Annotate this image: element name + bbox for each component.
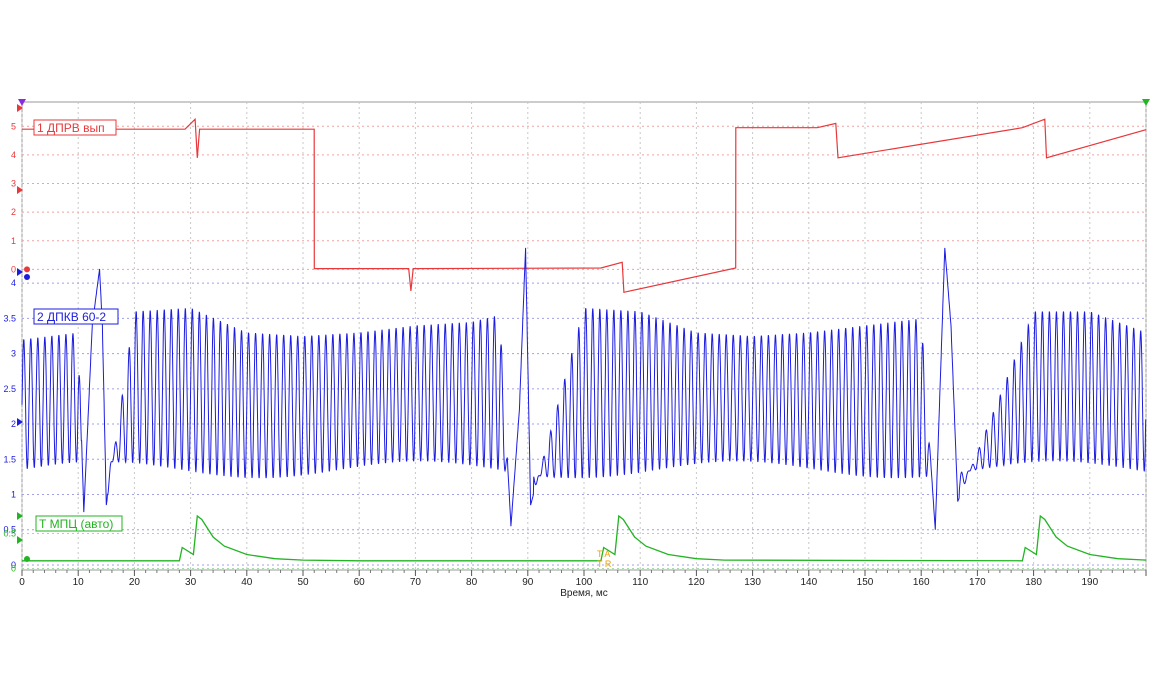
channel-1-mid-marker[interactable] xyxy=(17,186,23,194)
channel-2-top-marker[interactable] xyxy=(17,268,23,276)
y-tick-label: 2 xyxy=(11,207,16,217)
y-tick-label: 0 xyxy=(11,264,16,274)
y-tick-label: 5 xyxy=(11,121,16,131)
y-tick-label: 2.5 xyxy=(3,384,16,394)
x-axis-label: Время, мс xyxy=(560,588,608,599)
channel-2-zero-marker[interactable] xyxy=(24,274,30,280)
x-tick-labels: 0 10 20 30 40 50 60 70 80 90 100 110 120 130 140 150 160… xyxy=(19,577,1098,588)
x-tick-label: 20 xyxy=(129,577,141,588)
channel-3-top-marker[interactable] xyxy=(17,512,23,520)
x-tick-label: 50 xyxy=(297,577,309,588)
x-tick-label: 170 xyxy=(969,577,986,588)
channel-2-label[interactable]: 2 ДПКВ 60-2 xyxy=(33,308,119,325)
y-tick-label: 0.5 xyxy=(3,525,16,535)
x-tick-label: 90 xyxy=(522,577,534,588)
channel-1-label-text: 1 ДПРВ вып xyxy=(37,121,105,135)
channel-3-mid-marker[interactable] xyxy=(17,536,23,544)
x-tick-label: 140 xyxy=(800,577,817,588)
channel-2-mid-marker[interactable] xyxy=(17,418,23,426)
y-tick-label: 2 xyxy=(11,419,16,429)
y-tick-label: 1.5 xyxy=(3,454,16,464)
vertical-grid xyxy=(21,102,1147,576)
x-tick-label: 150 xyxy=(857,577,874,588)
x-tick-label: 10 xyxy=(73,577,85,588)
y-tick-label: 4 xyxy=(11,150,16,160)
x-tick-label: 70 xyxy=(410,577,422,588)
x-tick-label: 160 xyxy=(913,577,930,588)
channel-3-label[interactable]: Т МПЦ (авто) xyxy=(35,515,123,532)
y-tick-label: 0 xyxy=(11,560,16,570)
right-marker[interactable] xyxy=(1142,99,1150,106)
y-tick-label: 3.5 xyxy=(3,313,16,323)
y-tick-labels: 0 1 2 3 4 5 0 0.5 1 1.5 2 2.5 3 3.5 4 0 0.5 xyxy=(3,121,16,573)
x-tick-label: 110 xyxy=(632,577,648,588)
y-tick-label: 1 xyxy=(11,490,16,500)
channel-3-zero-marker[interactable] xyxy=(24,556,30,562)
x-tick-label: 130 xyxy=(744,577,761,588)
channel-markers[interactable] xyxy=(17,99,1150,562)
x-tick-label: 60 xyxy=(354,577,366,588)
traces xyxy=(21,117,1147,562)
x-tick-label: 180 xyxy=(1025,577,1042,588)
series-1-trace xyxy=(22,117,1147,294)
channel-2-label-text: 2 ДПКВ 60-2 xyxy=(37,310,106,324)
y-tick-label: 4 xyxy=(11,278,16,288)
channel-3-label-text: Т МПЦ (авто) xyxy=(39,517,113,531)
x-tick-label: 100 xyxy=(576,577,593,588)
y-tick-label: 0.5 xyxy=(3,529,16,539)
channel-1-label[interactable]: 1 ДПРВ вып xyxy=(33,119,117,136)
x-tick-label: 40 xyxy=(241,577,253,588)
y-tick-label: 0 xyxy=(11,564,16,574)
y-tick-label: 1 xyxy=(11,236,16,246)
trigger-r-mark[interactable]: T R xyxy=(597,559,612,569)
series-2-trace xyxy=(21,247,1147,530)
x-tick-label: 0 xyxy=(19,577,25,588)
series-3-trace xyxy=(22,514,1147,562)
x-tick-label: 80 xyxy=(466,577,478,588)
x-tick-label: 190 xyxy=(1081,577,1098,588)
x-tick-label: 30 xyxy=(185,577,197,588)
trigger-position-marker[interactable] xyxy=(18,99,26,106)
channel-1-zero-marker[interactable] xyxy=(24,266,30,273)
x-tick-label: 120 xyxy=(688,577,705,588)
trigger-a-mark[interactable]: T A xyxy=(597,549,610,559)
channel-1-top-marker[interactable] xyxy=(17,104,23,112)
y-tick-label: 3 xyxy=(11,349,16,359)
y-tick-label: 3 xyxy=(11,179,16,189)
